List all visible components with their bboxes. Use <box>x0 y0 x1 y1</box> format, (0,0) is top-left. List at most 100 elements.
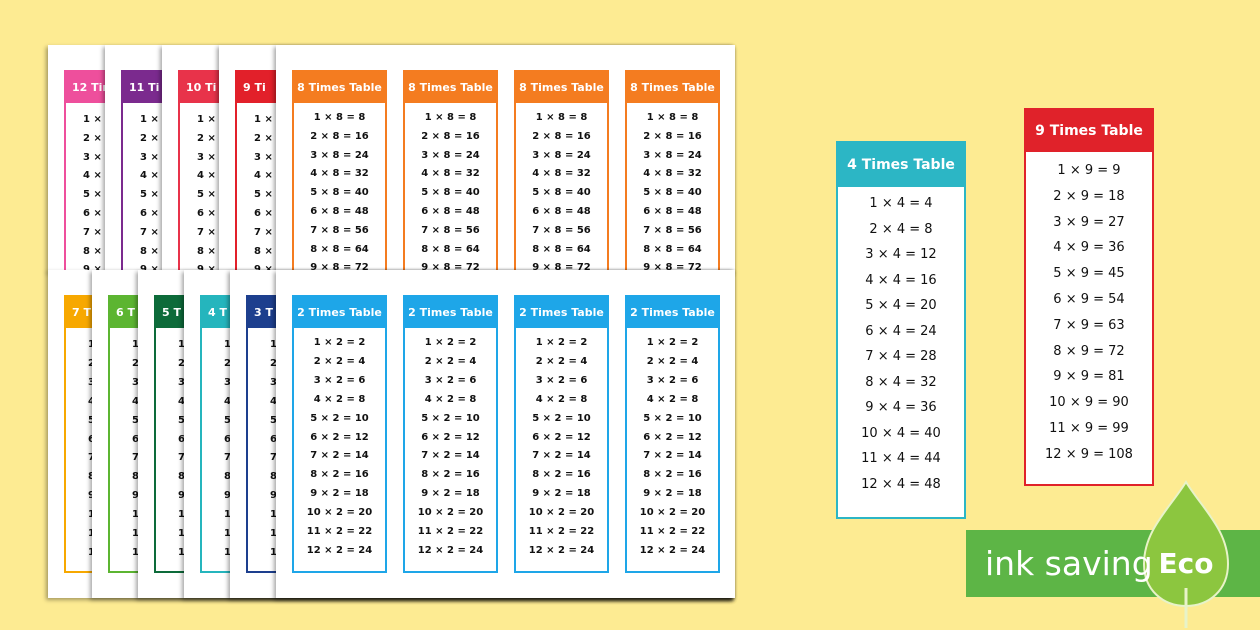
times-card: 9 Times Table 1 × 9 = 9 2 × 9 = 18 3 × 9 = … <box>1024 108 1154 486</box>
card-row: 9 <box>270 490 277 502</box>
card-row: 6 × 2 = 12 <box>532 431 591 443</box>
times-card: 2 Times Table 1 × 2 = 2 2 × 2 = 4 3 × 2 = 6… <box>514 295 609 573</box>
card-row: 6 × 2 = 12 <box>421 431 480 443</box>
card-row: 5 <box>178 414 185 426</box>
times-card: 2 Times Table 1 × 2 = 2 2 × 2 = 4 3 × 2 = 6… <box>625 295 720 573</box>
card-row: 10 × 2 = 20 <box>528 507 595 519</box>
card-row: 6 <box>66 433 157 447</box>
card-row: 6 × 8 = 48 <box>532 206 591 217</box>
card-row: 4 × 8 = 32 <box>310 168 369 180</box>
card-row: 9 × 8 = 72 <box>532 262 591 272</box>
card-row: 4 × 4 = 16 <box>865 272 937 288</box>
card-title: 2 Times Table <box>294 297 385 328</box>
card-row: 9 × <box>83 264 102 272</box>
card-row: 5 × 8 = 40 <box>421 187 480 199</box>
card-row: 5 × 2 = 10 <box>643 412 702 424</box>
card-row: 8 × 2 = 16 <box>310 469 369 481</box>
card-row: 11 × 9 = 99 <box>1049 421 1129 436</box>
card-row: 3 × 8 = 24 <box>310 149 369 161</box>
card-row: 5 × <box>254 189 273 201</box>
card-row: 8 <box>224 471 231 483</box>
card-row: 1 <box>270 339 277 350</box>
card-title: 8 Times Table <box>405 72 496 103</box>
card-row: 8 <box>66 470 157 484</box>
card-row: 1 × 8 = 8 <box>313 112 366 123</box>
card-row: 8 × 9 = 72 <box>1053 343 1125 359</box>
card-row: 7 × 2 = 14 <box>532 450 591 462</box>
card-row: 3 × 2 = 6 <box>424 374 477 386</box>
card-row: 4 <box>132 395 139 407</box>
times-card: 2 Times Table 1 × 2 = 2 2 × 2 = 4 3 × 2 = 6… <box>403 295 498 573</box>
card-row: 3 × <box>140 151 159 163</box>
card-row: 7 × 9 = 63 <box>1053 317 1125 333</box>
card-row: 6 × 2 = 12 <box>643 431 702 443</box>
card-row: 1 × 8 = 8 <box>646 112 699 123</box>
card-row: 7 × <box>83 226 102 238</box>
card-row: 3 × 8 = 24 <box>421 149 480 161</box>
card-row: 9 × <box>254 264 273 272</box>
card-row: 8 × <box>140 245 159 257</box>
card-row: 11 × 2 = 22 <box>417 526 484 537</box>
card-row: 4 <box>178 395 185 407</box>
card-row: 5 × 2 = 10 <box>532 412 591 424</box>
card-row: 1 × <box>254 114 273 125</box>
card-row: 7 × 4 = 28 <box>865 349 937 364</box>
card-row: 9 × 2 = 18 <box>310 488 369 500</box>
card-row: 3 <box>270 376 277 388</box>
card-row: 4 × 8 = 32 <box>421 168 480 180</box>
card-row: 12 × 4 = 48 <box>861 476 941 492</box>
card-row: 5 <box>224 414 231 426</box>
card-title: 8 Times Table <box>294 72 385 103</box>
times-card: 8 Times Table 1 × 8 = 8 2 × 8 = 16 3 × 8 = … <box>292 70 387 272</box>
card-row: 1 × 8 = 8 <box>535 112 588 123</box>
card-row: 7 × 8 = 56 <box>421 224 480 236</box>
card-row: 7 <box>178 452 185 464</box>
card-row: 10 × 2 = 20 <box>639 507 706 519</box>
card-row: 7 × 8 = 56 <box>532 224 591 236</box>
card-row: 2 × <box>197 132 216 144</box>
card-row: 8 <box>270 471 277 483</box>
card-row: 1 × <box>83 114 102 125</box>
card-row: 9 × 2 = 18 <box>421 488 480 500</box>
card-row: 3 × 2 = 6 <box>646 374 699 386</box>
card-row: 1 × 2 = 2 <box>424 337 477 348</box>
card-row: 11 × 2 = 22 <box>639 526 706 537</box>
card-row: 5 × 2 = 10 <box>421 412 480 424</box>
card-row: 9 × 8 = 72 <box>421 262 480 272</box>
card-title: 4 Times Table <box>838 143 964 187</box>
card-row: 7 × <box>140 226 159 238</box>
card-row: 12 × 2 = 24 <box>528 544 595 556</box>
card-row: 9 × 9 = 81 <box>1053 369 1125 385</box>
card-row: 12 × 2 = 24 <box>306 544 373 556</box>
card-title: 9 Times Table <box>1026 110 1152 152</box>
card-row: 7 × 8 = 56 <box>310 224 369 236</box>
card-row: 4 × 2 = 8 <box>424 393 477 405</box>
card-row: 4 × 2 = 8 <box>646 393 699 405</box>
card-row: 3 × 8 = 24 <box>643 149 702 161</box>
card-row: 10 × 2 = 20 <box>417 507 484 519</box>
card-row: 10 × 9 = 90 <box>1049 395 1129 411</box>
card-row: 9 <box>132 490 139 502</box>
card-row: 8 × 2 = 16 <box>421 469 480 481</box>
card-row: 9 × 2 = 18 <box>643 488 702 500</box>
card-row: 5 <box>270 414 277 426</box>
card-row: 3 × <box>197 151 216 163</box>
card-row: 3 × <box>83 151 102 163</box>
card-row: 1 × <box>140 114 159 125</box>
card-row: 1 <box>178 339 185 350</box>
card-row: 2 × 4 = 8 <box>869 221 933 237</box>
card-row: 1 × 9 = 9 <box>1057 163 1121 178</box>
card-row: 5 <box>66 414 157 428</box>
card-row: 3 <box>178 376 185 388</box>
card-row: 6 <box>178 433 185 445</box>
card-row: 12 × 9 = 108 <box>1045 446 1133 462</box>
card-row: 9 × 8 = 72 <box>310 262 369 272</box>
card-row: 2 × <box>140 132 159 144</box>
card-row: 8 × 8 = 64 <box>532 243 591 255</box>
card-row: 5 × 4 = 20 <box>865 298 937 313</box>
card-row: 7 × 2 = 14 <box>421 450 480 462</box>
card-row: 6 × 8 = 48 <box>310 206 369 217</box>
card-row: 10 × 2 = 20 <box>306 507 373 519</box>
card-row: 6 <box>270 433 277 445</box>
card-row: 6 × 8 = 48 <box>643 206 702 217</box>
